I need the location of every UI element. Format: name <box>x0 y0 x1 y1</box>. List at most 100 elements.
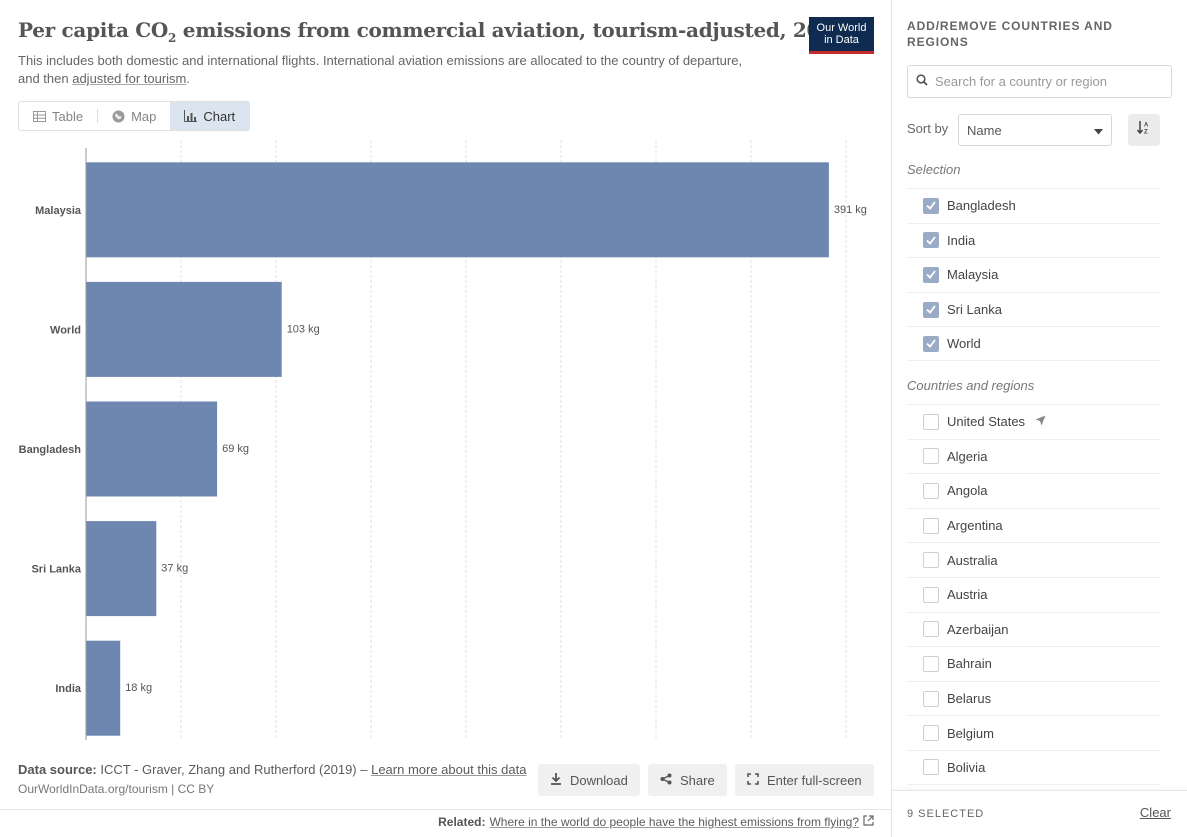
checkbox[interactable] <box>923 335 939 352</box>
data-source: Data source: ICCT - Graver, Zhang and Ru… <box>18 762 526 777</box>
data-source-text: ICCT - Graver, Zhang and Rutherford (201… <box>96 762 372 777</box>
subtitle-text: This includes both domestic and internat… <box>18 53 743 86</box>
category-label[interactable]: Bangladesh <box>19 444 82 456</box>
search-icon <box>916 73 928 91</box>
category-label[interactable]: World <box>50 324 81 336</box>
value-label: 18 kg <box>125 682 152 694</box>
svg-text:Z: Z <box>1144 130 1148 135</box>
checkbox[interactable] <box>923 197 939 214</box>
entity-row-bangladesh[interactable]: Bangladesh <box>907 188 1160 223</box>
checkbox[interactable] <box>923 759 939 776</box>
checkbox[interactable] <box>923 586 939 603</box>
entity-row-algeria[interactable]: Algeria <box>907 438 1160 474</box>
bar-world[interactable] <box>86 281 282 377</box>
logo-line-1: Our World <box>816 22 867 34</box>
expand-icon <box>747 772 759 788</box>
entity-label: Argentina <box>947 518 1003 534</box>
source-url[interactable]: OurWorldInData.org/tourism | CC BY <box>18 782 215 796</box>
entity-row-austria[interactable]: Austria <box>907 576 1160 612</box>
checkbox[interactable] <box>923 621 939 638</box>
bar-bangladesh[interactable] <box>86 401 218 497</box>
svg-text:A: A <box>1144 123 1149 129</box>
entity-row-world[interactable]: World <box>907 326 1160 361</box>
location-arrow-icon <box>1035 414 1046 429</box>
tab-chart[interactable]: Chart <box>170 102 250 130</box>
checkbox[interactable] <box>923 690 939 707</box>
countries-section-label: Countries and regions <box>907 378 1035 393</box>
entity-row-bahrain[interactable]: Bahrain <box>907 646 1160 681</box>
search-input[interactable] <box>935 74 1155 89</box>
sort-value: Name <box>967 122 1002 138</box>
category-label[interactable]: Sri Lanka <box>31 564 81 576</box>
bar-malaysia[interactable] <box>86 162 829 258</box>
tourism-adjustment-link[interactable]: adjusted for tourism <box>72 71 187 86</box>
entity-label: Australia <box>947 552 998 568</box>
search-box[interactable] <box>907 65 1172 98</box>
entity-label: Bolivia <box>947 759 986 775</box>
external-link-icon <box>863 815 874 829</box>
entity-row-india[interactable]: India <box>907 222 1160 258</box>
checkbox[interactable] <box>923 517 939 534</box>
title-subscript: 2 <box>168 31 177 45</box>
entity-label: Belgium <box>947 725 994 741</box>
checkbox[interactable] <box>923 552 939 569</box>
logo-line-2: in Data <box>824 34 859 46</box>
entity-label: Austria <box>947 587 988 603</box>
share-button[interactable]: Share <box>648 764 727 796</box>
category-label[interactable]: India <box>55 683 82 695</box>
entity-label: World <box>947 336 981 352</box>
chart-header: Per capita CO2 emissions from commercial… <box>18 16 848 88</box>
entity-row-argentina[interactable]: Argentina <box>907 507 1160 543</box>
category-label[interactable]: Malaysia <box>35 205 82 217</box>
tab-chart-label: Chart <box>203 108 236 124</box>
entity-row-malaysia[interactable]: Malaysia <box>907 257 1160 292</box>
fullscreen-button[interactable]: Enter full-screen <box>735 764 874 796</box>
fullscreen-label: Enter full-screen <box>767 772 862 788</box>
entity-label: Algeria <box>947 448 988 464</box>
chart-title: Per capita CO2 emissions from commercial… <box>18 16 848 52</box>
entity-label: India <box>947 232 976 248</box>
owid-logo[interactable]: Our World in Data <box>809 17 874 54</box>
entity-label: Angola <box>947 483 988 499</box>
checkbox[interactable] <box>923 725 939 742</box>
selected-list: Bangladesh India Malaysia Sri Lanka World <box>907 188 1160 361</box>
entity-row-sri-lanka[interactable]: Sri Lanka <box>907 291 1160 327</box>
checkbox[interactable] <box>923 301 939 318</box>
entity-label: Belarus <box>947 691 992 707</box>
clear-button[interactable]: Clear <box>1139 805 1171 820</box>
bar-sri-lanka[interactable] <box>86 521 157 617</box>
checkbox[interactable] <box>923 266 939 283</box>
checkbox[interactable] <box>923 448 939 465</box>
entity-selector-panel: ADD/REMOVE COUNTRIES AND REGIONS Sort by… <box>891 0 1187 837</box>
entity-label: Malaysia <box>947 267 999 283</box>
entity-label: United States <box>947 414 1026 430</box>
sort-select[interactable]: Name <box>958 114 1112 146</box>
bar-india[interactable] <box>86 640 121 736</box>
checkbox[interactable] <box>923 482 939 499</box>
tab-map[interactable]: Map <box>98 102 170 130</box>
selection-section-label: Selection <box>907 162 961 177</box>
related-link[interactable]: Where in the world do people have the hi… <box>489 815 859 829</box>
entity-row-bolivia[interactable]: Bolivia <box>907 749 1160 785</box>
entity-row-azerbaijan[interactable]: Azerbaijan <box>907 611 1160 647</box>
bars: Malaysia 391 kg World 103 kg Bangladesh 69 kg… <box>19 162 867 736</box>
entity-row-australia[interactable]: Australia <box>907 542 1160 577</box>
entity-label: Sri Lanka <box>947 302 1002 318</box>
download-button[interactable]: Download <box>538 764 640 796</box>
chart-subtitle: This includes both domestic and internat… <box>18 52 748 88</box>
tab-table[interactable]: Table <box>19 102 97 130</box>
checkbox[interactable] <box>923 413 939 430</box>
entity-row-belarus[interactable]: Belarus <box>907 680 1160 716</box>
entity-row-belgium[interactable]: Belgium <box>907 715 1160 750</box>
entity-label: Bahrain <box>947 656 992 672</box>
checkbox[interactable] <box>923 655 939 672</box>
entity-row-united-states[interactable]: United States <box>907 404 1160 439</box>
checkbox[interactable] <box>923 232 939 249</box>
share-icon <box>660 773 672 788</box>
learn-more-link[interactable]: Learn more about this data <box>371 762 527 777</box>
related-label: Related: <box>438 815 486 829</box>
chart-icon <box>184 110 198 122</box>
entity-row-angola[interactable]: Angola <box>907 473 1160 508</box>
